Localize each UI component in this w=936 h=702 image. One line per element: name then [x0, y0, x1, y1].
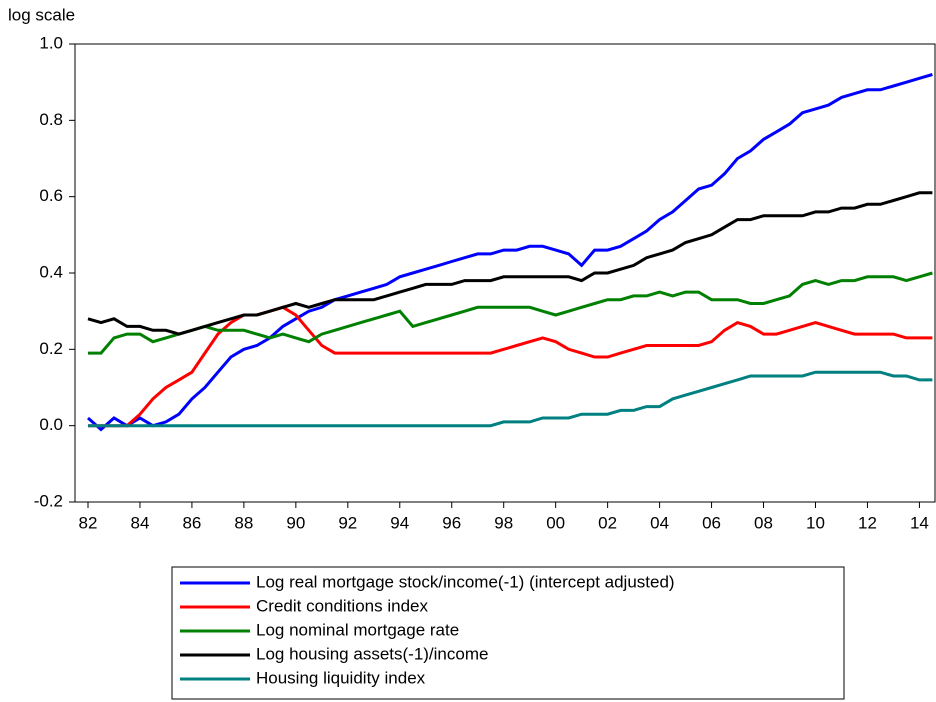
legend-label: Housing liquidity index [256, 668, 426, 687]
x-tick-label: 86 [182, 513, 201, 532]
x-tick-label: 94 [390, 513, 409, 532]
series-line [88, 305, 933, 428]
legend-label: Log real mortgage stock/income(-1) (inte… [256, 572, 675, 591]
legend-label: Log nominal mortgage rate [256, 620, 459, 639]
x-tick-label: 98 [494, 513, 513, 532]
x-tick-label: 90 [286, 513, 305, 532]
x-tick-label: 02 [598, 513, 617, 532]
x-tick-label: 82 [79, 513, 98, 532]
series-line [88, 370, 933, 428]
x-tick-label: 92 [338, 513, 357, 532]
y-tick-label: -0.2 [34, 491, 63, 510]
x-tick-label: 12 [858, 513, 877, 532]
x-tick-label: 96 [442, 513, 461, 532]
series-line [87, 191, 933, 336]
legend-box [171, 566, 845, 700]
y-tick-label: 0.4 [39, 262, 63, 281]
x-tick-label: 14 [910, 513, 929, 532]
y-tick-label: 0.2 [39, 339, 63, 358]
x-tick-label: 88 [234, 513, 253, 532]
legend-label: Log housing assets(-1)/income [256, 644, 488, 663]
y-tick-label: 0.8 [39, 110, 63, 129]
x-tick-label: 00 [546, 513, 565, 532]
y-axis-label: log scale [8, 5, 75, 24]
series-line [88, 271, 933, 355]
y-tick-label: 1.0 [39, 33, 63, 52]
y-tick-label: 0.6 [39, 186, 63, 205]
x-tick-label: 10 [806, 513, 825, 532]
x-tick-label: 84 [130, 513, 149, 532]
series-line [87, 73, 933, 432]
x-tick-label: 06 [702, 513, 721, 532]
y-tick-label: 0.0 [39, 415, 63, 434]
x-tick-label: 08 [754, 513, 773, 532]
x-tick-label: 04 [650, 513, 669, 532]
legend-label: Credit conditions index [256, 596, 428, 615]
